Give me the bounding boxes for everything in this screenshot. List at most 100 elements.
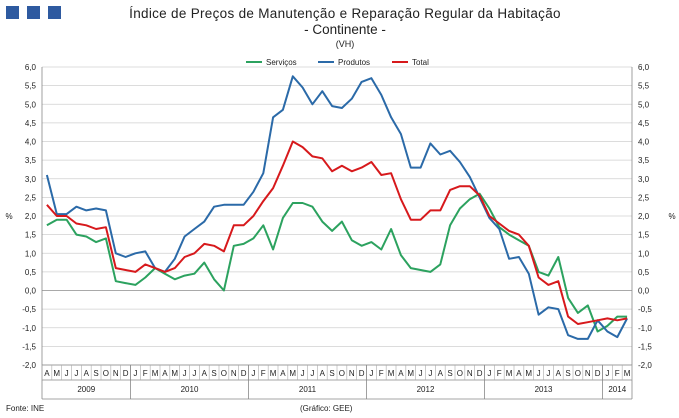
x-tick-label: A xyxy=(556,369,562,378)
y-tick-label-right: 2,5 xyxy=(638,193,650,202)
x-tick-label: A xyxy=(320,369,326,378)
series-line xyxy=(45,75,628,340)
y-tick-label-left: -1,5 xyxy=(22,342,36,351)
logo-square-3 xyxy=(48,6,61,19)
y-tick-label-right: 0,5 xyxy=(638,268,650,277)
x-tick-label: A xyxy=(84,369,90,378)
credit-note: (Gráfico: GEE) xyxy=(300,404,353,413)
year-label: 2014 xyxy=(608,385,626,394)
y-tick-label-left: 0,5 xyxy=(25,268,37,277)
x-tick-label: M xyxy=(152,369,159,378)
x-tick-label: O xyxy=(221,369,227,378)
y-tick-label-left: 1,5 xyxy=(25,231,37,240)
x-tick-label: D xyxy=(595,369,601,378)
x-tick-label: J xyxy=(537,369,541,378)
x-tick-label: F xyxy=(261,369,266,378)
x-tick-label: M xyxy=(407,369,414,378)
y-tick-label-left: 1,0 xyxy=(25,249,37,258)
y-tick-label-left: 4,5 xyxy=(25,119,37,128)
logo-square-2 xyxy=(27,6,40,19)
source-note: Fonte: INE xyxy=(6,404,45,413)
y-tick-label-right: 6,0 xyxy=(638,63,650,72)
chart-title: Índice de Preços de Manutenção e Reparaç… xyxy=(129,6,561,21)
x-tick-label: O xyxy=(457,369,463,378)
x-tick-label: J xyxy=(133,369,137,378)
x-tick-label: M xyxy=(388,369,395,378)
year-label: 2011 xyxy=(299,385,317,394)
brand-logo xyxy=(6,6,62,19)
y-tick-label-right: 0,0 xyxy=(638,287,650,296)
x-tick-label: J xyxy=(251,369,255,378)
x-tick-label: M xyxy=(525,369,532,378)
y-tick-label-left: 4,0 xyxy=(25,138,37,147)
x-tick-label: M xyxy=(53,369,60,378)
y-tick-label-right: 4,0 xyxy=(638,138,650,147)
x-tick-label: N xyxy=(467,369,473,378)
x-tick-label: S xyxy=(329,369,334,378)
y-tick-label-left: 6,0 xyxy=(25,63,37,72)
y-axis-label-right: % xyxy=(668,212,675,221)
x-tick-label: J xyxy=(428,369,432,378)
y-tick-label-left: 3,5 xyxy=(25,156,37,165)
legend-label: Total xyxy=(412,58,429,67)
x-tick-label: J xyxy=(183,369,187,378)
x-tick-label: S xyxy=(93,369,98,378)
x-tick-label: A xyxy=(280,369,286,378)
y-tick-label-right: 3,0 xyxy=(638,175,650,184)
x-tick-label: J xyxy=(419,369,423,378)
x-tick-label: A xyxy=(438,369,444,378)
y-tick-label-right: -0,5 xyxy=(638,305,652,314)
x-tick-label: M xyxy=(624,369,631,378)
y-tick-label-left: 2,5 xyxy=(25,193,37,202)
x-tick-label: F xyxy=(379,369,384,378)
x-tick-label: N xyxy=(585,369,591,378)
y-tick-label-right: -2,0 xyxy=(638,361,652,370)
legend-label: Produtos xyxy=(338,58,370,67)
x-tick-label: D xyxy=(123,369,129,378)
x-tick-label: D xyxy=(359,369,365,378)
year-label: 2013 xyxy=(535,385,553,394)
y-tick-label-left: 3,0 xyxy=(25,175,37,184)
y-tick-label-right: -1,0 xyxy=(638,324,652,333)
y-tick-label-right: 5,5 xyxy=(638,82,650,91)
x-tick-label: M xyxy=(289,369,296,378)
legend-label: Serviços xyxy=(266,58,297,67)
x-tick-label: A xyxy=(516,369,522,378)
x-tick-label: J xyxy=(487,369,491,378)
x-tick-label: M xyxy=(171,369,178,378)
x-tick-label: S xyxy=(565,369,570,378)
y-tick-label-right: 1,5 xyxy=(638,231,650,240)
y-tick-label-left: 5,0 xyxy=(25,100,37,109)
x-tick-label: J xyxy=(301,369,305,378)
x-tick-label: O xyxy=(575,369,581,378)
x-tick-label: M xyxy=(506,369,513,378)
year-label: 2012 xyxy=(417,385,435,394)
y-tick-label-left: -0,5 xyxy=(22,305,36,314)
series-line xyxy=(46,140,628,325)
chart-subtitle: - Continente - xyxy=(304,22,386,37)
x-tick-label: J xyxy=(74,369,78,378)
x-tick-label: J xyxy=(310,369,314,378)
x-tick-label: A xyxy=(202,369,208,378)
x-tick-label: N xyxy=(231,369,237,378)
x-tick-label: N xyxy=(113,369,119,378)
y-tick-label-right: 2,0 xyxy=(638,212,650,221)
x-tick-label: J xyxy=(192,369,196,378)
x-tick-label: O xyxy=(103,369,109,378)
x-tick-label: F xyxy=(615,369,620,378)
x-tick-label: D xyxy=(477,369,483,378)
y-tick-label-left: 5,5 xyxy=(25,82,37,91)
logo-square-1 xyxy=(6,6,19,19)
x-tick-label: A xyxy=(44,369,50,378)
x-tick-label: D xyxy=(241,369,247,378)
y-tick-label-right: -1,5 xyxy=(638,342,652,351)
y-tick-label-left: -1,0 xyxy=(22,324,36,333)
x-tick-label: S xyxy=(211,369,216,378)
x-tick-label: O xyxy=(339,369,345,378)
y-tick-label-left: 2,0 xyxy=(25,212,37,221)
x-tick-label: N xyxy=(349,369,355,378)
y-tick-label-left: -2,0 xyxy=(22,361,36,370)
x-tick-label: F xyxy=(143,369,148,378)
y-tick-label-right: 1,0 xyxy=(638,249,650,258)
